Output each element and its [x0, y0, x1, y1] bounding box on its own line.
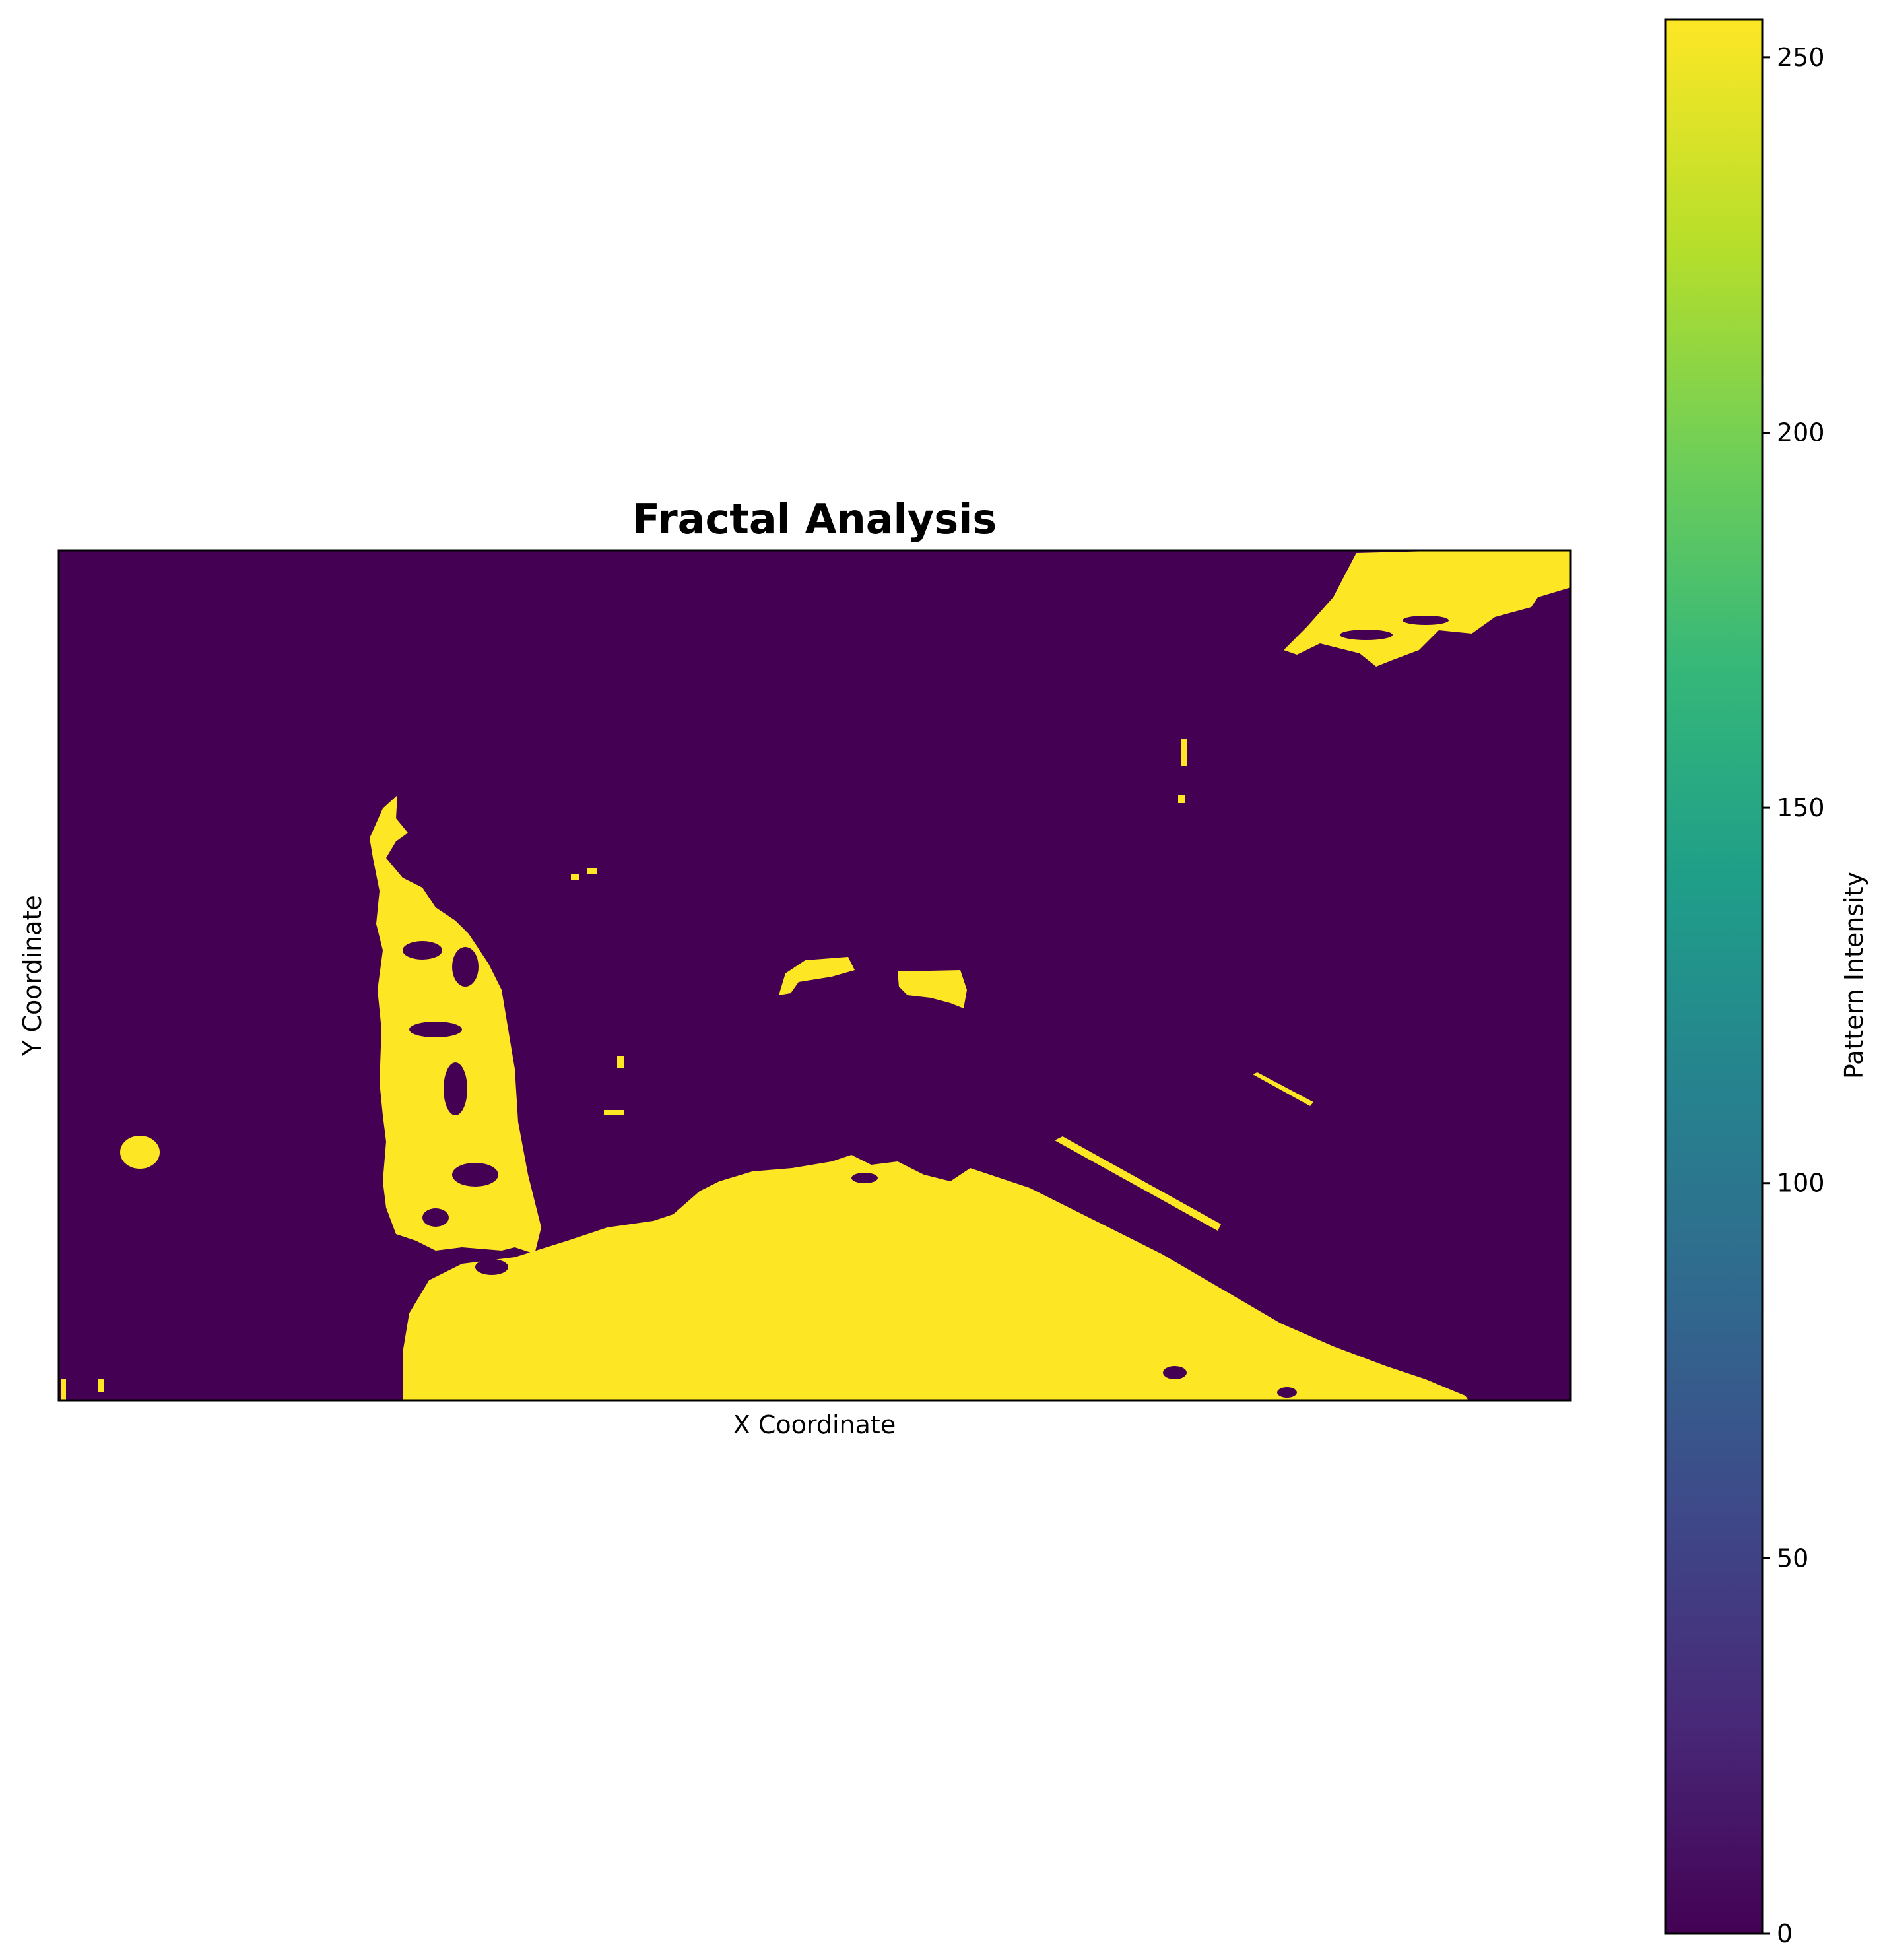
region-bottom-main: [403, 1155, 1469, 1400]
x-axis-label: X Coordinate: [733, 1410, 896, 1439]
region-mid-blob-2: [898, 970, 967, 1008]
colorbar-tick-label: 50: [1777, 1544, 1808, 1573]
colorbar-tick-label: 200: [1777, 418, 1825, 447]
region-speck-5: [571, 874, 579, 880]
hole-1: [403, 941, 442, 960]
hole-7: [475, 1259, 508, 1275]
heatmap-plot: [59, 550, 1571, 1400]
region-speck-2: [1178, 795, 1185, 803]
region-speck-1: [1181, 739, 1187, 766]
hole-12: [851, 1173, 878, 1183]
hole-10: [1340, 630, 1393, 640]
region-speck-7: [61, 1379, 66, 1400]
region-streak-1: [1055, 1136, 1221, 1231]
colorbar-tick-label: 0: [1777, 1919, 1793, 1948]
region-streak-3: [960, 1175, 1102, 1247]
colorbar-tick-label: 150: [1777, 793, 1825, 822]
chart-title: Fractal Analysis: [632, 495, 997, 543]
region-speck-6: [617, 1056, 624, 1068]
colorbar-ticks: 0 50 100 150 200 250: [1762, 43, 1825, 1948]
hole-3: [409, 1022, 462, 1037]
hole-9: [1277, 1387, 1297, 1398]
plot-frame: [57, 549, 1572, 1402]
colorbar: 0 50 100 150 200 250 Pattern Intensity: [1664, 18, 1868, 1948]
colorbar-tick-label: 250: [1777, 43, 1825, 72]
region-mid-blob-1: [779, 957, 855, 995]
region-streak-2: [1253, 1072, 1313, 1106]
colorbar-label: Pattern Intensity: [1839, 872, 1868, 1079]
hole-2: [452, 947, 479, 987]
hole-4: [444, 1062, 467, 1115]
colorbar-gradient: [1664, 18, 1764, 1935]
hole-5: [452, 1163, 498, 1187]
hole-11: [1403, 616, 1449, 625]
heatmap-low-holes: [403, 616, 1449, 1398]
region-speck-4: [587, 868, 597, 874]
region-small-blob: [120, 1136, 160, 1169]
hole-8: [1163, 1366, 1187, 1379]
hole-6: [422, 1208, 449, 1227]
colorbar-tick-label: 100: [1777, 1169, 1825, 1198]
region-speck-3: [604, 1110, 624, 1115]
y-axis-label: Y Coordinate: [18, 895, 47, 1057]
region-speck-8: [98, 1379, 104, 1392]
